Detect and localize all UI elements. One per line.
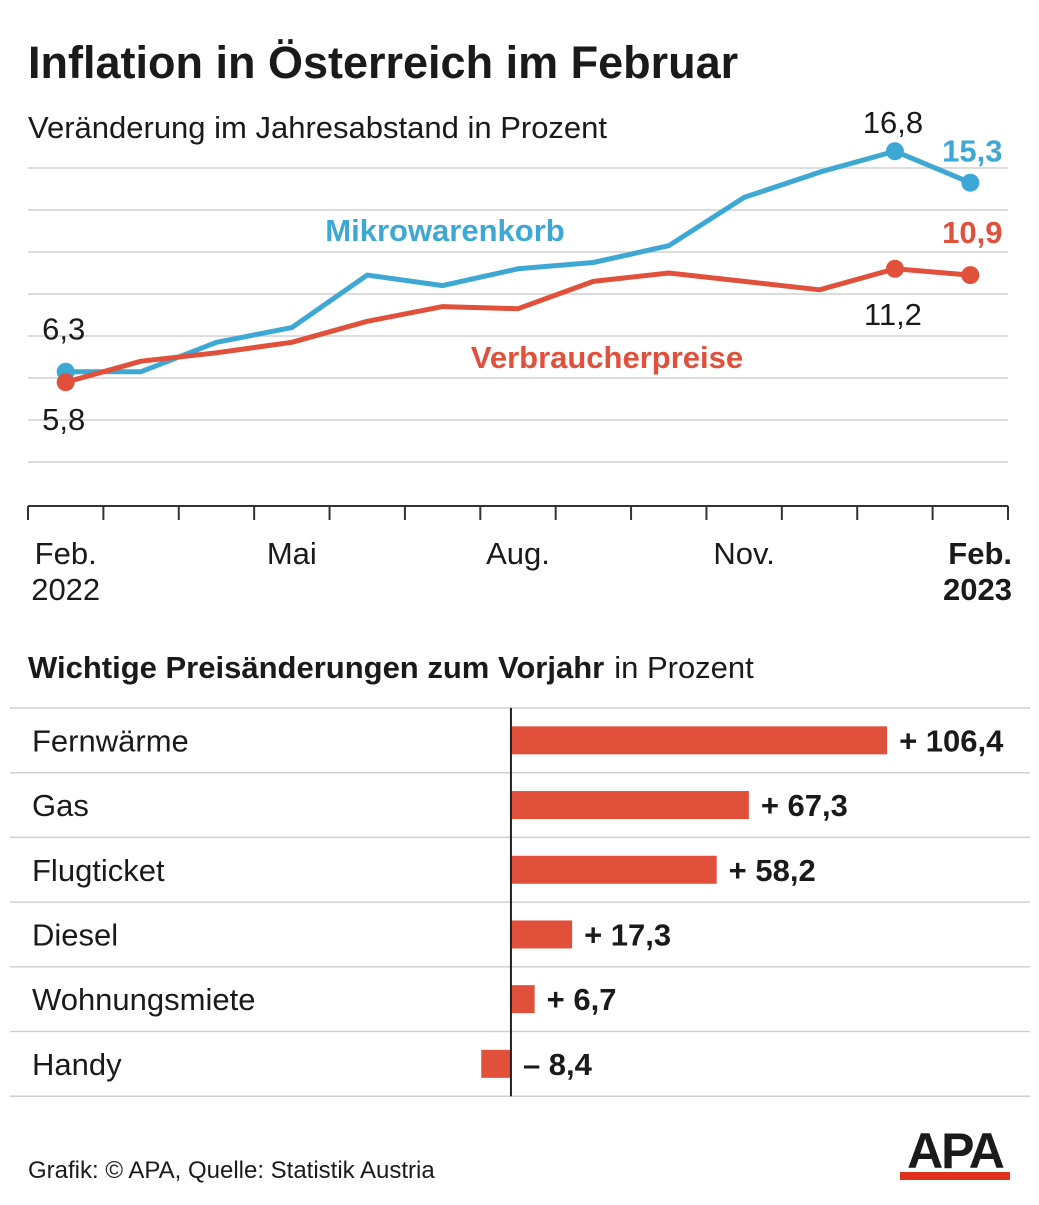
bar (510, 920, 573, 949)
subtitle: Veränderung im Jahresabstand in Prozent (28, 110, 607, 145)
value-label: – 8,4 (523, 1047, 593, 1082)
series-line (65, 266, 971, 385)
category-label: Handy (32, 1047, 122, 1082)
bar (510, 726, 888, 755)
bar (510, 791, 749, 820)
point (56, 373, 75, 392)
series-name: Mikrowarenkorb (325, 213, 564, 248)
value-label: + 106,4 (899, 723, 1004, 758)
bar (481, 1049, 511, 1078)
category-label: Fernwärme (32, 723, 189, 758)
value-label: + 17,3 (584, 917, 671, 952)
x-tick-label: Aug. (486, 536, 550, 571)
category-label: Wohnungsmiete (32, 982, 255, 1017)
point (961, 173, 980, 192)
value-label: + 58,2 (729, 853, 816, 888)
category-label: Diesel (32, 917, 118, 952)
category-label: Flugticket (32, 853, 165, 888)
x-tick-label: Feb. 2022 (31, 536, 100, 607)
value-label: + 67,3 (761, 788, 848, 823)
category-label: Gas (32, 788, 89, 823)
data-label: 10,9 (942, 215, 1002, 250)
point (885, 259, 904, 278)
data-label: 16,8 (863, 105, 923, 140)
bar (510, 985, 535, 1014)
x-tick-label: Mai (267, 536, 317, 571)
series-name: Verbraucherpreise (471, 340, 743, 375)
point (961, 266, 980, 285)
series-line (65, 148, 972, 375)
bar (510, 855, 717, 884)
title: Inflation in Österreich im Februar (28, 37, 738, 88)
data-label: 6,3 (42, 312, 85, 347)
bar-title-unit: in Prozent (614, 650, 754, 685)
bar-title: Wichtige Preisänderungen zum Vorjahr in P… (28, 650, 754, 685)
data-label: 5,8 (42, 402, 85, 437)
bar-title-main: Wichtige Preisänderungen zum Vorjahr (28, 650, 604, 685)
data-label: 11,2 (864, 297, 922, 332)
data-label: 15,3 (942, 134, 1002, 169)
logo: APA (907, 1123, 1004, 1179)
point (885, 142, 904, 161)
x-tick-label: Feb. 2023 (943, 536, 1012, 607)
value-label: + 6,7 (547, 982, 617, 1017)
logo-bar (900, 1172, 1010, 1180)
source: Grafik: © APA, Quelle: Statistik Austria (28, 1157, 435, 1184)
x-tick-label: Nov. (713, 536, 774, 571)
